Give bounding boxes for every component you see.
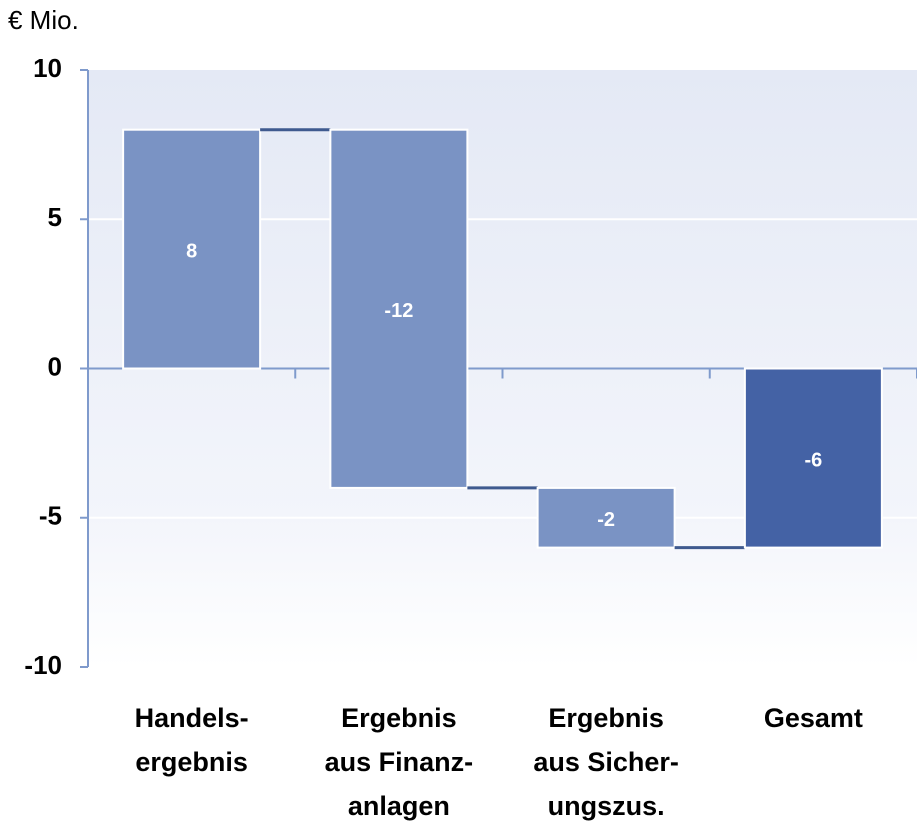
bar <box>536 486 676 549</box>
x-tick-label: Handels- <box>135 703 249 733</box>
bar <box>743 367 883 549</box>
x-tick-label: ergebnis <box>135 747 248 777</box>
x-tick-label: aus Finanz- <box>325 747 474 777</box>
x-tick-label: Gesamt <box>764 703 863 733</box>
y-tick-label: -5 <box>39 501 62 531</box>
x-tick-label: anlagen <box>348 791 450 821</box>
bar <box>329 128 469 489</box>
value-label: -12 <box>384 300 413 322</box>
bar <box>122 128 262 370</box>
y-tick-label: 0 <box>48 351 62 381</box>
value-label: -2 <box>597 509 615 531</box>
x-tick-label: aus Sicher- <box>533 747 679 777</box>
x-tick-label: Ergebnis <box>548 703 664 733</box>
value-label: 8 <box>186 240 197 262</box>
y-tick-label: 5 <box>48 202 62 232</box>
x-tick-label: Ergebnis <box>341 703 457 733</box>
x-tick-label: ungszus. <box>548 791 665 821</box>
y-axis-label: € Mio. <box>8 5 79 35</box>
y-tick-label: -10 <box>24 650 62 680</box>
y-tick-label: 10 <box>33 53 62 83</box>
value-label: -6 <box>804 449 822 471</box>
